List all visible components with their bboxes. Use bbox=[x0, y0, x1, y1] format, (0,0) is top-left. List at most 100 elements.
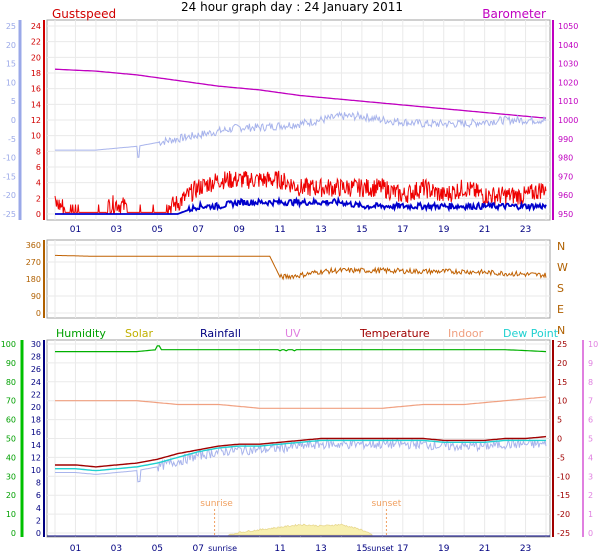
panel1-x-tick-label: 07 bbox=[192, 225, 203, 235]
sunrise-label: sunrise bbox=[200, 499, 233, 509]
panel3-x-tick-label: 05 bbox=[152, 544, 163, 554]
legend-item-dew-point: Dew Point bbox=[503, 327, 559, 340]
inner-left-tick-label: 4 bbox=[36, 179, 41, 188]
outer-left-tick-label: 25 bbox=[6, 22, 16, 31]
right-tick-label: 1040 bbox=[558, 41, 578, 50]
uv-tick-label: 3 bbox=[588, 472, 593, 481]
humidity-tick-label: 20 bbox=[6, 491, 16, 500]
compass-tick-label: S bbox=[557, 282, 564, 295]
rainfall-tick-label: 2 bbox=[36, 516, 41, 525]
rainfall-tick-label: 18 bbox=[31, 416, 41, 425]
direction-tick-label: 360 bbox=[26, 241, 41, 250]
panel3-x-tick-label: 17 bbox=[397, 544, 408, 554]
uv-tick-label: 8 bbox=[588, 378, 593, 387]
inner-left-tick-label: 2 bbox=[36, 194, 41, 203]
inner-left-tick-label: 6 bbox=[36, 163, 41, 172]
humidity-tick-label: 0 bbox=[11, 529, 16, 538]
temperature-line bbox=[55, 435, 547, 468]
panel1-x-tick-label: 21 bbox=[479, 225, 490, 235]
legend-item-humidity: Humidity bbox=[56, 327, 106, 340]
humidity-tick-label: 80 bbox=[6, 378, 16, 387]
legend-item-rainfall: Rainfall bbox=[200, 327, 241, 340]
panel1-x-labels: 01 03 05 07 09 11 13 15 17 19 21 23 bbox=[70, 225, 532, 235]
inner-left-tick-label: 14 bbox=[31, 100, 41, 109]
rainfall-tick-label: 28 bbox=[31, 353, 41, 362]
rainfall-tick-label: 6 bbox=[36, 491, 41, 500]
panel1-x-tick-label: 05 bbox=[152, 225, 163, 235]
humidity-tick-label: 30 bbox=[6, 472, 16, 481]
temperature-tick-label: 15 bbox=[557, 378, 567, 387]
panel1-ticks: 2520151050-5-10-15-20-252422201816141210… bbox=[3, 20, 578, 220]
rainfall-tick-label: 22 bbox=[31, 390, 41, 399]
temperature-tick-label: 10 bbox=[557, 397, 567, 406]
temperature-tick-label: 25 bbox=[557, 340, 567, 349]
legend-item-uv: UV bbox=[285, 327, 301, 340]
temperature-tick-label: 5 bbox=[557, 416, 562, 425]
outer-left-tick-label: -20 bbox=[3, 191, 16, 200]
direction-tick-label: 90 bbox=[31, 292, 41, 301]
uv-tick-label: 5 bbox=[588, 435, 593, 444]
uv-tick-label: 0 bbox=[588, 529, 593, 538]
panel3-x-tick-label: sunrise bbox=[208, 544, 237, 553]
panel3-x-tick-label: sunset bbox=[367, 544, 394, 553]
dew-point-line bbox=[55, 439, 546, 472]
right-tick-label: 990 bbox=[558, 135, 573, 144]
rainfall-tick-label: 10 bbox=[31, 466, 41, 475]
outer-left-tick-label: 20 bbox=[6, 41, 16, 50]
outer-left-tick-label: 15 bbox=[6, 60, 16, 69]
right-tick-label: 970 bbox=[558, 172, 573, 181]
inner-left-tick-label: 24 bbox=[31, 22, 41, 31]
humidity-tick-label: 100 bbox=[1, 340, 16, 349]
chart-title: 24 hour graph day : 24 January 2011 bbox=[181, 0, 403, 14]
panel3-series bbox=[47, 345, 550, 537]
outer-left-tick-label: 5 bbox=[11, 97, 16, 106]
compass-tick-label: N bbox=[557, 324, 565, 337]
direction-tick-label: 0 bbox=[36, 309, 41, 318]
uv-tick-label: 2 bbox=[588, 491, 593, 500]
rainfall-tick-label: 12 bbox=[31, 453, 41, 462]
inner-left-tick-label: 8 bbox=[36, 147, 41, 156]
outer-left-tick-label: 0 bbox=[11, 116, 16, 125]
inner-left-tick-label: 18 bbox=[31, 69, 41, 78]
legend-item-solar: Solar bbox=[125, 327, 154, 340]
indoor-line bbox=[55, 396, 547, 409]
panel2-grid bbox=[47, 240, 550, 318]
panel3-x-tick-label: 23 bbox=[520, 544, 531, 554]
panel3-x-tick-label: 21 bbox=[479, 544, 490, 554]
outer-left-tick-label: -5 bbox=[8, 135, 16, 144]
legend-item-indoor: Indoor bbox=[448, 327, 484, 340]
right-tick-label: 960 bbox=[558, 191, 573, 200]
barometer-title: Barometer bbox=[482, 7, 546, 21]
temperature-tick-label: -5 bbox=[557, 453, 565, 462]
inner-left-tick-label: 16 bbox=[31, 85, 41, 94]
average-wind-line bbox=[55, 195, 547, 215]
inner-left-tick-label: 22 bbox=[31, 38, 41, 47]
panel1-grid bbox=[47, 20, 550, 220]
panel1-x-tick-label: 11 bbox=[274, 225, 285, 235]
panel-wind-barometer: Gustspeed Barometer 2520151050-5-10-15-2… bbox=[3, 7, 578, 235]
legend-item-temperature: Temperature bbox=[359, 327, 430, 340]
panel-temperature-humidity: Humidity Solar Rainfall UV Temperature Indoor… bbox=[1, 327, 598, 554]
uv-tick-label: 10 bbox=[588, 340, 598, 349]
outer-left-tick-label: -10 bbox=[3, 154, 16, 163]
sunset-label: sunset bbox=[371, 499, 401, 509]
panel1-x-tick-label: 15 bbox=[356, 225, 367, 235]
panel3-x-tick-label: 11 bbox=[274, 544, 285, 554]
humidity-tick-label: 40 bbox=[6, 453, 16, 462]
temperature-tick-label: -20 bbox=[557, 510, 570, 519]
panel3-x-labels: 01 03 05 07 sunrise 11 13 15 sunset 17 19 21 23 bbox=[70, 544, 532, 554]
uv-tick-label: 4 bbox=[588, 453, 593, 462]
temperature-tick-label: 20 bbox=[557, 359, 567, 368]
panel1-series bbox=[54, 68, 547, 215]
rainfall-tick-label: 16 bbox=[31, 428, 41, 437]
panel3-legend: Humidity Solar Rainfall UV Temperature Indoor… bbox=[56, 327, 559, 340]
rainfall-tick-label: 8 bbox=[36, 479, 41, 488]
compass-tick-label: W bbox=[557, 261, 568, 274]
humidity-tick-label: 90 bbox=[6, 359, 16, 368]
uv-tick-label: 9 bbox=[588, 359, 593, 368]
panel1-x-tick-label: 09 bbox=[233, 225, 245, 235]
temperature-tick-label: 0 bbox=[557, 435, 562, 444]
panel3-sun-markers: sunrise sunset bbox=[200, 499, 402, 537]
